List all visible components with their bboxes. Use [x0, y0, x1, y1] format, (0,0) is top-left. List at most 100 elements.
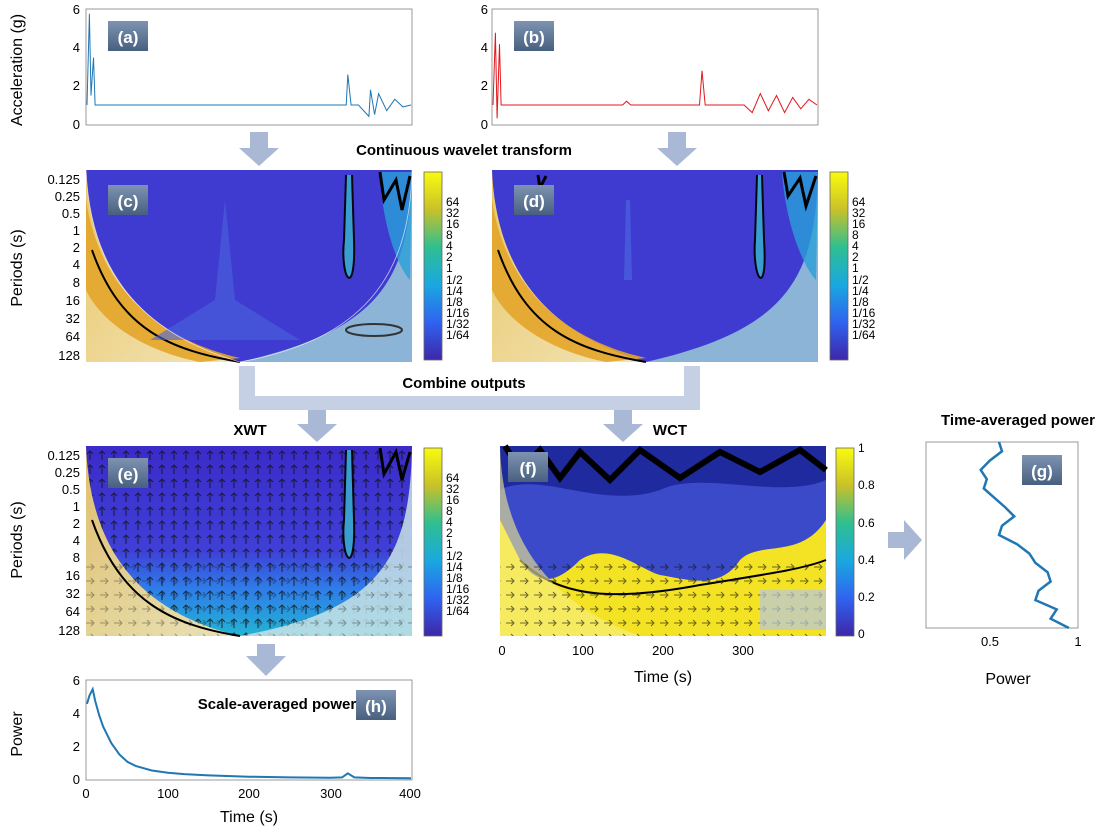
- tick: 8: [73, 275, 80, 290]
- panel-tag-b: [514, 21, 554, 51]
- combine-connector: [239, 366, 700, 442]
- tick: 400: [399, 786, 421, 801]
- tick: 0.125: [47, 172, 80, 187]
- x-ticks-h: 0 100 200 300 400: [82, 786, 420, 801]
- colorbar-d: [829, 171, 849, 361]
- panel-label-b: (b): [523, 28, 545, 47]
- tick: 4: [73, 40, 80, 55]
- panel-d: (d) 64 32 16 8 4 2 1 1/2 1/4 1/8 1/16 1/…: [492, 170, 876, 363]
- tick: 64: [852, 195, 866, 209]
- x-ticks-f: 0 100 200 300: [498, 643, 753, 658]
- tick: 16: [66, 568, 80, 583]
- tick: 0: [73, 117, 80, 132]
- y-ticks-c: 0.125 0.25 0.5 1 2 4 8 16 32 64 128: [47, 172, 80, 363]
- colorbar-ticks-e: 64 32 16 8 4 2 1 1/2 1/4 1/8 1/16 1/32 1…: [446, 471, 470, 618]
- y-ticks-b: 6 4 2 0: [481, 2, 488, 132]
- tick: 6: [481, 2, 488, 17]
- tick: 0.2: [858, 590, 875, 604]
- tick: 4: [481, 40, 488, 55]
- tick: 6: [73, 2, 80, 17]
- tick: 64: [66, 604, 80, 619]
- panel-c: Periods (s) 0.125 0.25 0.5 1 2 4 8 16 32…: [9, 169, 470, 363]
- time-averaged-power-line: [979, 441, 1070, 630]
- panel-tag-h: [356, 690, 396, 720]
- tick: 16: [446, 493, 460, 507]
- tick: 100: [157, 786, 179, 801]
- tick: 32: [66, 311, 80, 326]
- y-ticks-a: 6 4 2 0: [73, 2, 80, 132]
- tick: 2: [73, 516, 80, 531]
- tick: 1/16: [446, 582, 470, 596]
- tick: 8: [852, 228, 859, 242]
- y-axis-label-acceleration: Acceleration (g): [9, 14, 26, 126]
- panel-label-h: (h): [365, 697, 387, 716]
- x-axis-label-time-h: Time (s): [220, 809, 278, 826]
- tick: 1: [446, 261, 453, 275]
- tick: 128: [58, 348, 80, 363]
- x-axis-label-time-f: Time (s): [634, 669, 692, 686]
- panel-label-a: (a): [118, 28, 139, 47]
- tick: 0: [498, 643, 505, 658]
- panel-f: (f) 0 100 200 300 Time (s) 1 0.8 0.6 0.4…: [498, 441, 875, 686]
- panel-tag-e: [108, 458, 148, 488]
- tick: 2: [73, 739, 80, 754]
- tick: 1: [446, 537, 453, 551]
- panel-a: Acceleration (g) 6 4 2 0 (a): [9, 2, 413, 132]
- x-ticks-g: 0.5 1: [981, 634, 1082, 649]
- tick: 0.5: [62, 482, 80, 497]
- tick: 2: [73, 78, 80, 93]
- tick: 0.125: [47, 448, 80, 463]
- tick: 0.4: [858, 553, 875, 567]
- arrow-b-to-d: [657, 132, 697, 166]
- tick: 4: [446, 239, 453, 253]
- tick: 1: [73, 499, 80, 514]
- tick: 4: [852, 239, 859, 253]
- tick: 2: [852, 250, 859, 264]
- tick: 0.5: [981, 634, 999, 649]
- arrow-f-to-g: [888, 520, 922, 560]
- tick: 1/2: [446, 273, 463, 287]
- tick: 1/64: [446, 328, 470, 342]
- tick: 300: [320, 786, 342, 801]
- tick: 1/16: [446, 306, 470, 320]
- tick: 1/2: [852, 273, 869, 287]
- panel-h: Power 6 4 2 0 0 100 200 300 400 Time (s)…: [9, 673, 421, 826]
- panel-label-f: (f): [520, 459, 537, 478]
- coi-right-c: [240, 170, 412, 362]
- tick: 1/32: [446, 593, 470, 607]
- colorbar-e: [423, 447, 443, 637]
- tick: 200: [652, 643, 674, 658]
- y-ticks-h: 6 4 2 0: [73, 673, 80, 787]
- tick: 2: [73, 240, 80, 255]
- arrow-a-to-c: [239, 132, 279, 166]
- tick: 1: [73, 223, 80, 238]
- scale-averaged-title: Scale-averaged power: [198, 696, 357, 713]
- tick: 1: [1074, 634, 1081, 649]
- tick: 1/64: [446, 604, 470, 618]
- y-axis-label-power-h: Power: [9, 711, 26, 757]
- panel-tag-d: [514, 185, 554, 215]
- tick: 8: [73, 550, 80, 565]
- tick: 4: [73, 533, 80, 548]
- tick: 32: [852, 206, 866, 220]
- tick: 300: [732, 643, 754, 658]
- panel-tag-c: [108, 185, 148, 215]
- tick: 4: [73, 706, 80, 721]
- tick: 200: [238, 786, 260, 801]
- tick: 1: [852, 261, 859, 275]
- colorbar-c: [423, 171, 443, 361]
- tick: 64: [446, 471, 460, 485]
- tick: 0.5: [62, 206, 80, 221]
- combine-label: Combine outputs: [402, 375, 525, 392]
- tick: 32: [446, 482, 460, 496]
- cwt-label: Continuous wavelet transform: [356, 142, 572, 159]
- tick: 0: [481, 117, 488, 132]
- panel-tag-a: [108, 21, 148, 51]
- panel-g: Time-averaged power (g) 0.5 1 Power: [925, 412, 1095, 688]
- xwt-label: XWT: [233, 422, 266, 439]
- signal-a-line: [86, 13, 412, 118]
- scale-averaged-power-line: [86, 686, 412, 780]
- x-axis-label-power-g: Power: [985, 671, 1031, 688]
- wct-label: WCT: [653, 422, 687, 439]
